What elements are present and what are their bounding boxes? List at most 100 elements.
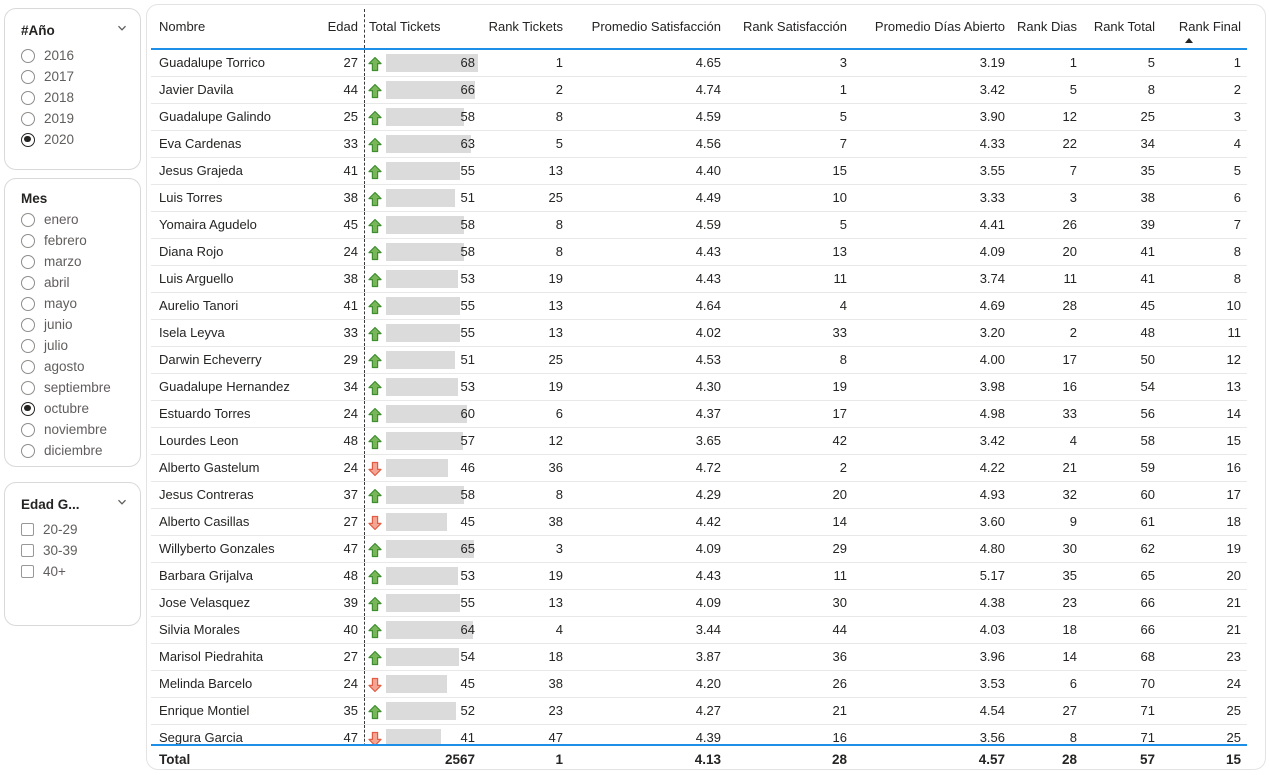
month-option-enero[interactable]: enero — [21, 209, 130, 230]
month-option-diciembre[interactable]: diciembre — [21, 440, 130, 461]
column-header-promedio-satisfacci-n[interactable]: Promedio Satisfacción — [591, 19, 721, 34]
radio-unselected-icon[interactable] — [21, 359, 35, 374]
table-row[interactable]: Alberto Casillas 27 45 38 4.42 14 3.60 9 61 18 — [151, 509, 1247, 536]
table-row[interactable]: Enrique Montiel 35 52 23 4.27 21 4.54 27 71 25 — [151, 698, 1247, 725]
table-row[interactable]: Jesus Grajeda 41 55 13 4.40 15 3.55 7 35 5 — [151, 158, 1247, 185]
column-header-rank-final[interactable]: Rank Final — [1161, 9, 1247, 48]
cell-nombre: Barbara Grijalva — [159, 568, 253, 583]
chevron-down-icon[interactable] — [116, 495, 128, 513]
table-row[interactable]: Guadalupe Hernandez 34 53 19 4.30 19 3.98 16 54 1… — [151, 374, 1247, 401]
radio-unselected-icon[interactable] — [21, 338, 35, 353]
month-option-noviembre[interactable]: noviembre — [21, 419, 130, 440]
data-bar — [386, 54, 478, 72]
column-header-rank-dias[interactable]: Rank Dias — [1017, 19, 1077, 34]
year-option-2018[interactable]: 2018 — [21, 87, 130, 108]
checkbox-unchecked-icon[interactable] — [21, 565, 34, 578]
year-option-2019[interactable]: 2019 — [21, 108, 130, 129]
table-row[interactable]: Isela Leyva 33 55 13 4.02 33 3.20 2 48 11 — [151, 320, 1247, 347]
age-option-20-29[interactable]: 20-29 — [21, 519, 130, 540]
data-bar-track — [386, 513, 478, 531]
table-row[interactable]: Aurelio Tanori 41 55 13 4.64 4 4.69 28 45 10 — [151, 293, 1247, 320]
age-option-30-39[interactable]: 30-39 — [21, 540, 130, 561]
data-bar-track — [386, 54, 478, 72]
radio-selected-icon[interactable] — [21, 401, 35, 416]
month-option-septiembre[interactable]: septiembre — [21, 377, 130, 398]
checkbox-unchecked-icon[interactable] — [21, 523, 34, 536]
table-row[interactable]: Alberto Gastelum 24 46 36 4.72 2 4.22 21 59 16 — [151, 455, 1247, 482]
table-row[interactable]: Luis Arguello 38 53 19 4.43 11 3.74 11 41 8 — [151, 266, 1247, 293]
table-row[interactable]: Segura Garcia 47 41 47 4.39 16 3.56 8 71 25 — [151, 725, 1247, 744]
month-option-octubre[interactable]: octubre — [21, 398, 130, 419]
column-header-rank-total[interactable]: Rank Total — [1093, 19, 1155, 34]
radio-unselected-icon[interactable] — [21, 69, 35, 84]
cell-promedio-satisfaccion: 4.29 — [695, 487, 721, 502]
column-header-total-tickets[interactable]: Total Tickets — [369, 19, 441, 34]
radio-selected-icon[interactable] — [21, 132, 35, 147]
chevron-down-icon[interactable] — [116, 21, 128, 39]
table-row[interactable]: Estuardo Torres 24 60 6 4.37 17 4.98 33 56 14 — [151, 401, 1247, 428]
year-option-2020[interactable]: 2020 — [21, 129, 130, 150]
checkbox-unchecked-icon[interactable] — [21, 544, 34, 557]
column-header-edad[interactable]: Edad — [321, 9, 365, 48]
month-option-febrero[interactable]: febrero — [21, 230, 130, 251]
cell-rank-dias: 26 — [1062, 217, 1077, 232]
cell-promedio-dias-abierto: 5.17 — [979, 568, 1005, 583]
table-row[interactable]: Barbara Grijalva 48 53 19 4.43 11 5.17 35 65 20 — [151, 563, 1247, 590]
radio-unselected-icon[interactable] — [21, 48, 35, 63]
radio-unselected-icon[interactable] — [21, 296, 35, 311]
radio-unselected-icon[interactable] — [21, 422, 35, 437]
column-header-rank-satisfacci-n[interactable]: Rank Satisfacción — [742, 19, 847, 34]
data-bar — [386, 594, 461, 612]
table-row[interactable]: Marisol Piedrahita 27 54 18 3.87 36 3.96 14 68 23 — [151, 644, 1247, 671]
month-option-junio[interactable]: junio — [21, 314, 130, 335]
age-option-40+[interactable]: 40+ — [21, 561, 130, 582]
radio-unselected-icon[interactable] — [21, 90, 35, 105]
table-row[interactable]: Jose Velasquez 39 55 13 4.09 30 4.38 23 66 21 — [151, 590, 1247, 617]
table-row[interactable]: Luis Torres 38 51 25 4.49 10 3.33 3 38 6 — [151, 185, 1247, 212]
radio-unselected-icon[interactable] — [21, 275, 35, 290]
month-option-mayo[interactable]: mayo — [21, 293, 130, 314]
cell-edad: 27 — [321, 50, 365, 76]
table-row[interactable]: Lourdes Leon 48 57 12 3.65 42 3.42 4 58 15 — [151, 428, 1247, 455]
radio-unselected-icon[interactable] — [21, 380, 35, 395]
column-header-promedio-d-as-abierto[interactable]: Promedio Días Abierto — [874, 19, 1005, 34]
year-option-2016[interactable]: 2016 — [21, 45, 130, 66]
month-option-agosto[interactable]: agosto — [21, 356, 130, 377]
table-row[interactable]: Javier Davila 44 66 2 4.74 1 3.42 5 8 2 — [151, 77, 1247, 104]
table-row[interactable]: Yomaira Agudelo 45 58 8 4.59 5 4.41 26 39 7 — [151, 212, 1247, 239]
radio-unselected-icon[interactable] — [21, 212, 35, 227]
cell-promedio-dias-abierto: 3.56 — [979, 730, 1005, 744]
column-header-rank-tickets[interactable]: Rank Tickets — [488, 19, 563, 34]
total-tickets-value: 54 — [460, 649, 475, 664]
month-option-abril[interactable]: abril — [21, 272, 130, 293]
table-row[interactable]: Willyberto Gonzales 47 65 3 4.09 29 4.80 30 62 19 — [151, 536, 1247, 563]
table-row[interactable]: Jesus Contreras 37 58 8 4.29 20 4.93 32 60 17 — [151, 482, 1247, 509]
radio-unselected-icon[interactable] — [21, 233, 35, 248]
month-option-julio[interactable]: julio — [21, 335, 130, 356]
month-option-marzo[interactable]: marzo — [21, 251, 130, 272]
cell-edad: 33 — [321, 131, 365, 157]
cell-rank-satisfaccion: 33 — [832, 325, 847, 340]
table-row[interactable]: Melinda Barcelo 24 45 38 4.20 26 3.53 6 70 24 — [151, 671, 1247, 698]
cell-rank-satisfaccion: 1 — [839, 82, 847, 97]
cell-nombre: Luis Torres — [159, 190, 223, 205]
table-row[interactable]: Darwin Echeverry 29 51 25 4.53 8 4.00 17 50 12 — [151, 347, 1247, 374]
table-row[interactable]: Silvia Morales 40 64 4 3.44 44 4.03 18 66 21 — [151, 617, 1247, 644]
radio-unselected-icon[interactable] — [21, 111, 35, 126]
cell-rank-dias: 14 — [1062, 649, 1077, 664]
table-row[interactable]: Diana Rojo 24 58 8 4.43 13 4.09 20 41 8 — [151, 239, 1247, 266]
data-bar — [386, 675, 447, 693]
table-row[interactable]: Guadalupe Torrico 27 68 1 4.65 3 3.19 1 5 1 — [151, 50, 1247, 77]
total-tickets-value: 58 — [460, 217, 475, 232]
radio-unselected-icon[interactable] — [21, 443, 35, 458]
column-header-nombre[interactable]: Nombre — [159, 19, 206, 34]
total-tickets-value: 55 — [460, 325, 475, 340]
radio-unselected-icon[interactable] — [21, 317, 35, 332]
year-option-2017[interactable]: 2017 — [21, 66, 130, 87]
radio-unselected-icon[interactable] — [21, 254, 35, 269]
cell-promedio-dias-abierto: 3.60 — [979, 514, 1005, 529]
table-row[interactable]: Eva Cardenas 33 63 5 4.56 7 4.33 22 34 4 — [151, 131, 1247, 158]
table-row[interactable]: Guadalupe Galindo 25 58 8 4.59 5 3.90 12 25 3 — [151, 104, 1247, 131]
cell-rank-satisfaccion: 36 — [832, 649, 847, 664]
cell-promedio-dias-abierto: 3.19 — [979, 55, 1005, 70]
